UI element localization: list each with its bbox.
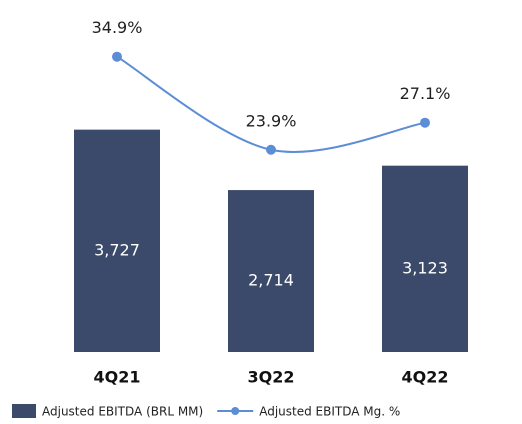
x-tick-label: 4Q21 bbox=[94, 368, 141, 387]
value-label: 34.9% bbox=[92, 18, 143, 37]
bar bbox=[382, 165, 468, 352]
line-point bbox=[112, 51, 122, 62]
value-label: 23.9% bbox=[246, 111, 297, 130]
legend-swatch bbox=[231, 407, 240, 415]
value-label: 3,123 bbox=[402, 258, 448, 277]
legend-label: Adjusted EBITDA Mg. % bbox=[259, 405, 400, 419]
line-point bbox=[266, 144, 276, 155]
value-label: 27.1% bbox=[400, 84, 451, 103]
legend-label: Adjusted EBITDA (BRL MM) bbox=[42, 405, 203, 419]
line-point bbox=[420, 117, 430, 128]
bar bbox=[74, 129, 160, 352]
value-label: 2,714 bbox=[248, 271, 294, 290]
line bbox=[116, 55, 426, 153]
legend-swatch bbox=[12, 404, 36, 418]
bar bbox=[228, 190, 314, 352]
x-tick-label: 3Q22 bbox=[248, 368, 295, 387]
x-tick-label: 4Q22 bbox=[402, 368, 449, 387]
value-label: 3,727 bbox=[94, 240, 140, 259]
